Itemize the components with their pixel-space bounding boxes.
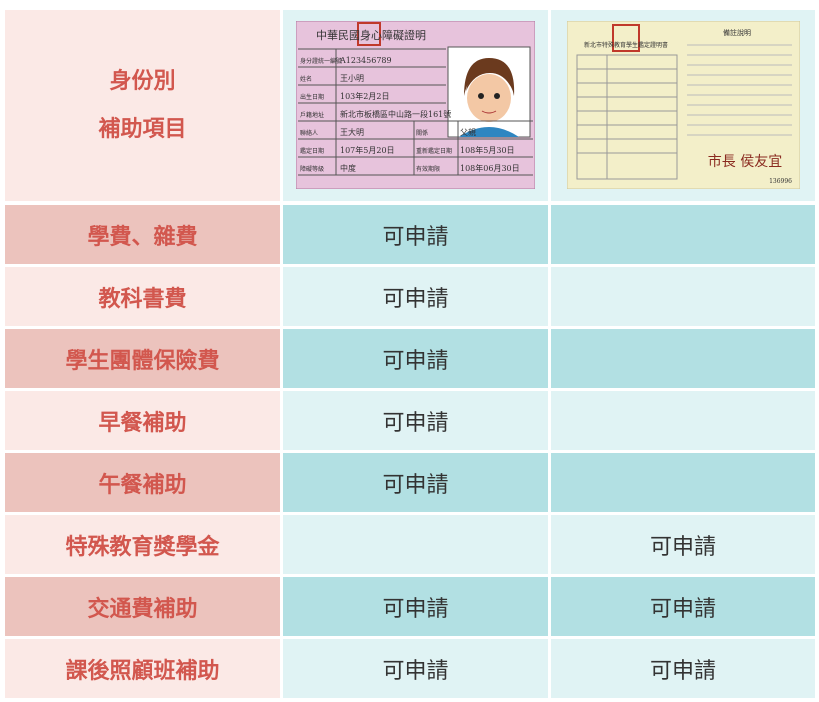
row-label: 學費、雜費 — [5, 205, 280, 264]
field-label: 姓名 — [300, 75, 312, 83]
field-label: 聯絡人 — [300, 129, 318, 137]
row-label: 特殊教育獎學金 — [5, 515, 280, 574]
row-label: 午餐補助 — [5, 453, 280, 512]
status-cell: 可申請 — [283, 391, 548, 450]
field-value: 107年5月20日 — [340, 145, 395, 155]
status-cell: 可申請 — [283, 453, 548, 512]
field-value: 108年5月30日 — [460, 145, 515, 155]
stamp — [357, 22, 381, 46]
status-cell: 可申請 — [283, 267, 548, 326]
mayor: 市長 侯友宜 — [708, 153, 782, 170]
serial: 136996 — [769, 178, 792, 185]
status-cell: 可申請 — [283, 329, 548, 388]
field-label: 重新鑑定日期 — [416, 147, 452, 155]
status-cell: 可申請 — [283, 577, 548, 636]
field-label: 有效期限 — [416, 165, 440, 173]
status-cell: 可申請 — [283, 205, 548, 264]
field-value: 新北市板橋區中山路一段161號 — [340, 109, 451, 119]
field-value: A123456789 — [339, 56, 392, 65]
notes-lines — [687, 44, 792, 136]
header-identity: 身份別 — [109, 68, 176, 94]
field-label: 關係 — [416, 129, 428, 137]
status-cell — [551, 267, 815, 326]
status-cell: 可申請 — [283, 639, 548, 698]
status-cell — [551, 205, 815, 264]
field-value: 108年06月30日 — [460, 163, 520, 173]
row-label: 早餐補助 — [5, 391, 280, 450]
header-cell: 身份別 補助項目 — [5, 10, 280, 201]
status-cell — [551, 453, 815, 512]
field-label: 身分證統一編號 — [300, 57, 342, 65]
field-label: 鑑定日期 — [300, 147, 324, 155]
field-label: 障礙等級 — [300, 165, 324, 173]
status-cell: 可申請 — [551, 577, 815, 636]
cert-title: 新北市特殊教育學生鑑定證明書 — [584, 41, 668, 49]
field-value: 王小明 — [340, 74, 364, 83]
special-ed-certificate: 新北市特殊教育學生鑑定證明書 備註說明 市長 侯友宜 136996 — [567, 21, 800, 189]
status-cell: 可申請 — [551, 515, 815, 574]
status-cell — [283, 515, 548, 574]
photo — [447, 46, 531, 138]
row-label: 課後照顧班補助 — [5, 639, 280, 698]
field-value: 王大明 — [340, 127, 364, 137]
stamp — [612, 24, 640, 52]
card-title: 中華民國身心障礙證明 — [316, 28, 426, 42]
row-label: 交通費補助 — [5, 577, 280, 636]
field-value: 中度 — [340, 163, 356, 173]
notes-title: 備註說明 — [723, 28, 751, 37]
cert-grid — [576, 54, 678, 180]
status-cell — [551, 391, 815, 450]
header-item: 補助項目 — [98, 116, 187, 142]
field-label: 出生日期 — [300, 93, 324, 101]
status-cell: 可申請 — [551, 639, 815, 698]
row-label: 學生團體保險費 — [5, 329, 280, 388]
row-label: 教科書費 — [5, 267, 280, 326]
status-cell — [551, 329, 815, 388]
field-label: 戶籍地址 — [300, 111, 324, 119]
field-value: 父親 — [460, 127, 476, 137]
field-value: 103年2月2日 — [340, 91, 389, 101]
